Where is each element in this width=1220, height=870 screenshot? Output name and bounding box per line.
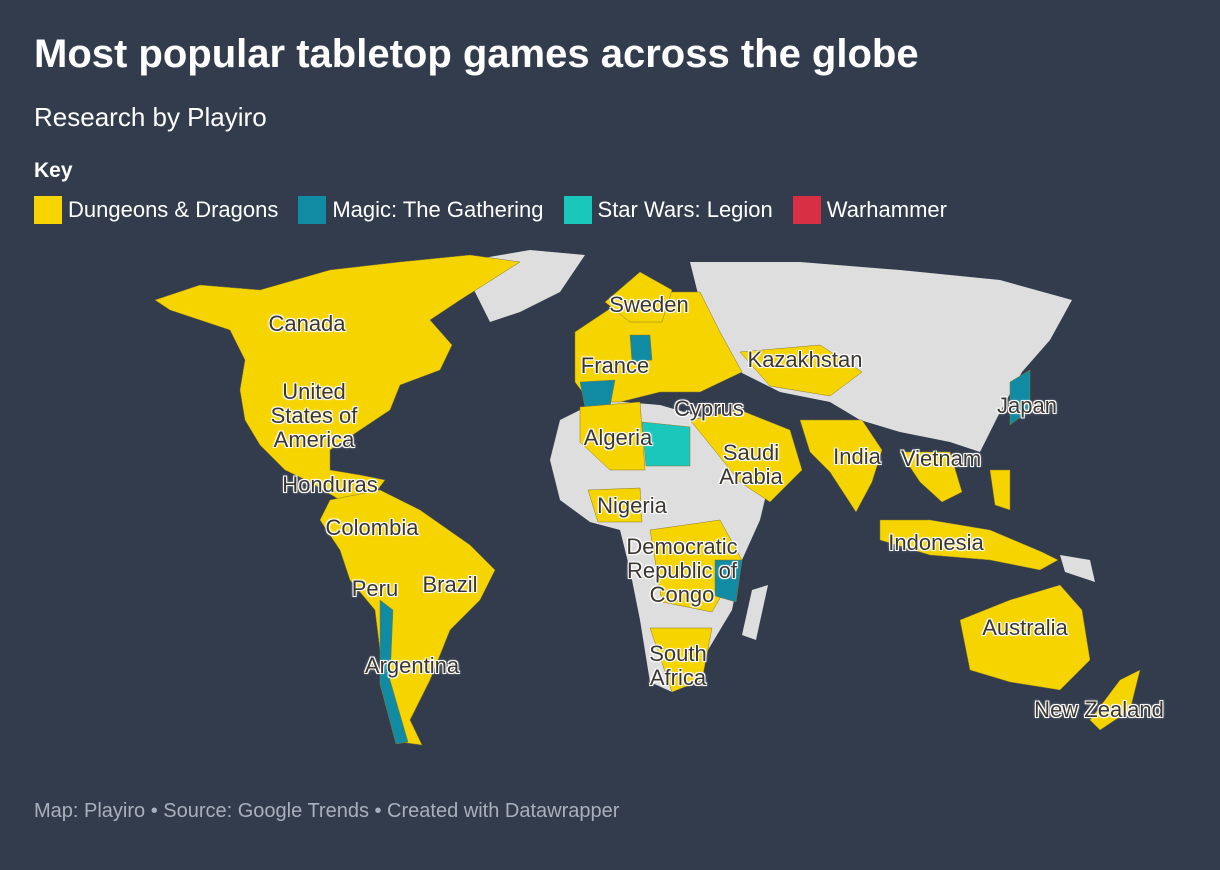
country-label: Cyprus [674,396,744,421]
legend-title: Key [34,159,73,182]
north-america [154,254,521,501]
russia-asia [690,262,1072,452]
country-label: Argentina [364,653,460,678]
legend-label: Star Wars: Legion [597,197,773,222]
title: Most popular tabletop games across the g… [34,32,919,76]
country-label: New Zealand [1034,697,1164,722]
legend-label: Warhammer [826,197,947,222]
country-label: Colombia [325,515,419,540]
south-america [319,489,496,746]
india [799,419,883,513]
legend-item: Magic: The Gathering [298,196,544,224]
scandinavia [604,271,673,323]
legend-swatch [298,196,327,224]
philippines [989,469,1011,511]
legend-item: Warhammer [792,196,947,224]
australia [959,584,1091,691]
libya [641,421,691,467]
country-label: France [580,353,650,378]
legend-swatch [563,196,592,224]
japan [1009,369,1031,426]
papua [1060,555,1095,582]
southern-africa [649,627,713,693]
tanzania [714,559,743,603]
new-zealand [1089,669,1141,731]
legend-label: Magic: The Gathering [332,197,544,222]
country-label: Japan [997,393,1057,418]
country-label: Honduras [282,472,378,497]
subtitle: Research by Playiro [34,102,267,132]
nigeria [587,487,643,523]
spain [579,379,616,408]
country-label: Nigeria [597,493,667,518]
chile [379,599,409,745]
legend-item: Dungeons & Dragons [34,196,278,224]
legend-swatch [34,196,62,224]
country-label: Kazakhstan [747,347,863,372]
madagascar [742,585,768,640]
algeria [579,401,646,471]
legend-swatch [792,196,821,224]
legend-item: Star Wars: Legion [563,196,773,224]
middle-east [689,409,803,503]
country-label: Saudi Arabia [719,440,783,489]
country-label: Indonesia [888,530,984,555]
country-label: Peru [351,576,399,601]
legend: Dungeons & Dragons Magic: The Gathering St… [34,196,947,224]
country-label: Canada [268,311,346,336]
country-label: Vietnam [900,446,982,471]
germany [629,334,653,363]
country-label: Sweden [609,292,689,317]
country-label: Brazil [422,572,478,597]
southeast-asia [899,451,963,503]
country-label: Australia [982,615,1068,640]
country-label: Algeria [583,425,653,450]
kazakhstan [739,344,863,397]
country-label: South Africa [649,641,707,690]
legend-label: Dungeons & Dragons [68,197,279,222]
country-label: United States of America [270,379,358,452]
footer: Map: Playiro • Source: Google Trends • C… [34,800,620,822]
indonesia [879,519,1059,571]
country-label: India [833,444,881,469]
country-label: Democratic Republic of Congo [626,534,738,607]
